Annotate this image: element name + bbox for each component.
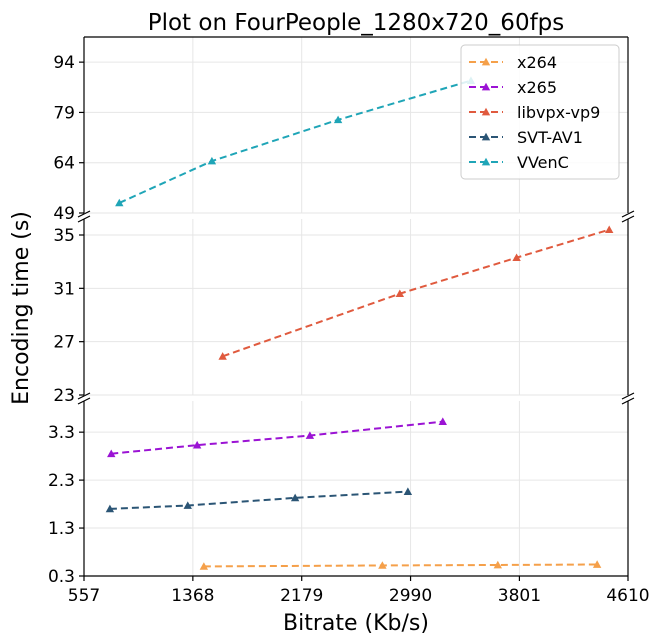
x-tick-label: 557 bbox=[68, 586, 100, 606]
axis-break-mark bbox=[77, 210, 91, 218]
legend-label: VVenC bbox=[517, 153, 569, 172]
series-libvpx-vp9 bbox=[218, 225, 614, 360]
data-point bbox=[605, 225, 614, 234]
data-point bbox=[207, 156, 217, 165]
data-point bbox=[493, 560, 503, 569]
y-tick-label: 27 bbox=[53, 333, 75, 353]
data-point bbox=[305, 431, 315, 439]
axis-break-mark bbox=[77, 397, 91, 405]
legend-label: x265 bbox=[517, 78, 557, 97]
series-line bbox=[203, 563, 598, 568]
series-vvenc bbox=[115, 76, 476, 207]
data-point bbox=[290, 493, 300, 502]
data-point bbox=[218, 352, 227, 360]
legend-marker bbox=[481, 157, 491, 166]
plot-area: 49 64 79 94 23 27 31 35 0.3 1.3 2.3 3.3 557 1368 2179 2… bbox=[48, 36, 650, 606]
axis-break-mark bbox=[621, 215, 635, 223]
series-line bbox=[109, 490, 408, 510]
data-point bbox=[512, 253, 521, 262]
panel-top: 49 64 79 94 bbox=[53, 36, 629, 224]
legend-label: SVT-AV1 bbox=[517, 128, 583, 147]
y-tick-label: 0.3 bbox=[48, 567, 75, 587]
y-axis-label: Encoding time (s) bbox=[9, 211, 34, 405]
data-point bbox=[403, 487, 413, 495]
y-tick-label: 35 bbox=[53, 226, 75, 246]
axis-break-mark bbox=[621, 392, 635, 400]
y-tick-label: 64 bbox=[53, 154, 75, 174]
panel-bottom: 0.3 1.3 2.3 3.3 bbox=[48, 401, 629, 587]
y-tick-label: 49 bbox=[53, 204, 75, 224]
x-tick-label: 3801 bbox=[498, 586, 541, 606]
x-tick-label: 2990 bbox=[389, 586, 432, 606]
legend-frame bbox=[460, 44, 620, 180]
series-line bbox=[111, 420, 443, 455]
legend: x264 x265 libvpx-vp9 SVT-AV1 VVenC bbox=[460, 44, 620, 180]
data-point bbox=[107, 449, 116, 458]
data-point bbox=[199, 562, 209, 570]
series-line bbox=[222, 228, 610, 358]
y-tick-label: 23 bbox=[53, 386, 75, 406]
data-point bbox=[378, 561, 387, 569]
y-tick-label: 2.3 bbox=[48, 471, 75, 491]
series-x264 bbox=[199, 560, 602, 570]
x-tick-label: 2179 bbox=[280, 586, 323, 606]
data-point bbox=[115, 198, 124, 207]
legend-marker bbox=[481, 82, 491, 91]
panel-middle: 23 27 31 35 bbox=[53, 219, 629, 406]
data-point bbox=[192, 440, 202, 449]
x-tick-label: 4610 bbox=[606, 586, 649, 606]
y-tick-label: 31 bbox=[53, 279, 75, 299]
data-point bbox=[438, 417, 447, 425]
chart-title: Plot on FourPeople_1280x720_60fps bbox=[148, 10, 565, 36]
axis-break-mark bbox=[621, 397, 635, 405]
y-tick-label: 79 bbox=[53, 103, 75, 123]
data-point bbox=[333, 115, 343, 124]
axis-break-mark bbox=[621, 210, 635, 218]
legend-marker bbox=[481, 107, 491, 116]
series-x265 bbox=[107, 417, 447, 458]
data-point bbox=[592, 560, 602, 568]
data-point bbox=[105, 504, 115, 513]
y-tick-label: 1.3 bbox=[48, 519, 75, 539]
legend-label: libvpx-vp9 bbox=[517, 103, 600, 122]
legend-marker bbox=[481, 57, 491, 66]
series-svt-av1 bbox=[105, 487, 413, 513]
y-tick-label: 94 bbox=[53, 53, 75, 73]
legend-label: x264 bbox=[517, 53, 557, 72]
axis-break-mark bbox=[77, 392, 91, 400]
data-point bbox=[395, 289, 405, 298]
legend-marker bbox=[481, 132, 491, 141]
axis-break-mark bbox=[77, 215, 91, 223]
data-point bbox=[183, 501, 192, 509]
y-tick-label: 3.3 bbox=[48, 423, 75, 443]
series-line bbox=[118, 79, 472, 204]
x-axis-label: Bitrate (Kb/s) bbox=[283, 611, 429, 636]
x-tick-label: 1368 bbox=[171, 586, 214, 606]
